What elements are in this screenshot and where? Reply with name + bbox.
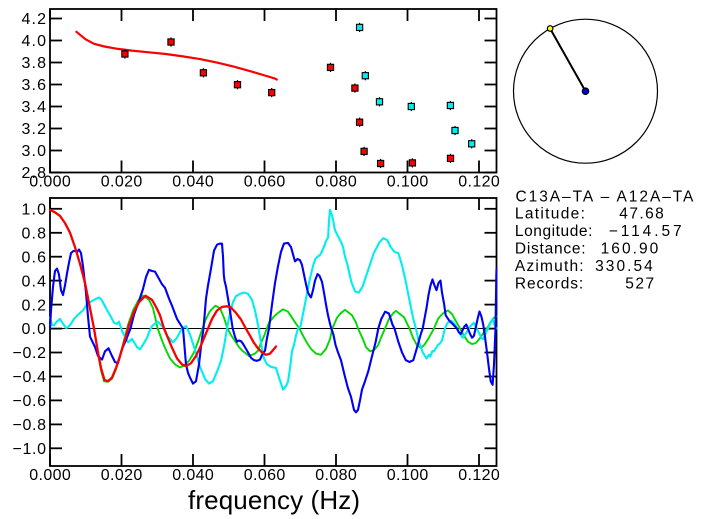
svg-text:3.0: 3.0 bbox=[22, 143, 47, 160]
svg-text:3.4: 3.4 bbox=[22, 99, 47, 116]
svg-text:0.0: 0.0 bbox=[22, 321, 47, 338]
svg-text:0.020: 0.020 bbox=[101, 174, 143, 191]
svg-text:0.2: 0.2 bbox=[22, 297, 47, 314]
svg-text:C13A–TA – A12A–TA: C13A–TA – A12A–TA bbox=[516, 188, 695, 205]
svg-text:0.120: 0.120 bbox=[458, 174, 500, 191]
svg-text:−0.4: −0.4 bbox=[13, 369, 47, 386]
svg-text:527: 527 bbox=[625, 275, 654, 292]
svg-text:−114.57: −114.57 bbox=[609, 223, 682, 240]
svg-text:−0.2: −0.2 bbox=[13, 345, 47, 362]
svg-text:0.060: 0.060 bbox=[244, 174, 286, 191]
svg-text:160.90: 160.90 bbox=[601, 241, 659, 258]
svg-text:3.8: 3.8 bbox=[22, 55, 47, 72]
svg-text:3.2: 3.2 bbox=[22, 121, 47, 138]
svg-text:−0.6: −0.6 bbox=[13, 393, 47, 410]
svg-text:330.54: 330.54 bbox=[595, 258, 653, 275]
svg-text:3.6: 3.6 bbox=[22, 77, 47, 94]
svg-text:4.0: 4.0 bbox=[22, 33, 47, 50]
svg-text:0.100: 0.100 bbox=[387, 467, 429, 484]
svg-text:1.0: 1.0 bbox=[22, 202, 47, 219]
svg-text:0.000: 0.000 bbox=[29, 174, 71, 191]
svg-text:0.120: 0.120 bbox=[458, 467, 500, 484]
svg-text:Latitude:: Latitude: bbox=[515, 206, 585, 223]
svg-text:0.100: 0.100 bbox=[387, 174, 429, 191]
svg-text:Azimuth:: Azimuth: bbox=[515, 258, 584, 275]
svg-text:Records:: Records: bbox=[515, 275, 583, 292]
svg-text:0.8: 0.8 bbox=[22, 225, 47, 242]
svg-text:0.000: 0.000 bbox=[29, 467, 71, 484]
svg-text:0.4: 0.4 bbox=[22, 273, 47, 290]
svg-text:frequency (Hz): frequency (Hz) bbox=[188, 485, 360, 515]
svg-text:2.8: 2.8 bbox=[22, 165, 47, 182]
svg-text:0.020: 0.020 bbox=[101, 467, 143, 484]
svg-text:Distance:: Distance: bbox=[515, 241, 586, 258]
svg-text:0.040: 0.040 bbox=[172, 467, 214, 484]
svg-text:−0.8: −0.8 bbox=[13, 417, 47, 434]
svg-text:47.68: 47.68 bbox=[619, 206, 664, 223]
svg-text:Longitude:: Longitude: bbox=[515, 223, 593, 240]
svg-text:0.080: 0.080 bbox=[315, 174, 357, 191]
svg-text:0.040: 0.040 bbox=[172, 174, 214, 191]
svg-text:0.080: 0.080 bbox=[315, 467, 357, 484]
svg-text:0.060: 0.060 bbox=[244, 467, 286, 484]
svg-text:−1.0: −1.0 bbox=[13, 441, 47, 458]
svg-text:0.6: 0.6 bbox=[22, 249, 47, 266]
svg-text:4.2: 4.2 bbox=[22, 11, 47, 28]
